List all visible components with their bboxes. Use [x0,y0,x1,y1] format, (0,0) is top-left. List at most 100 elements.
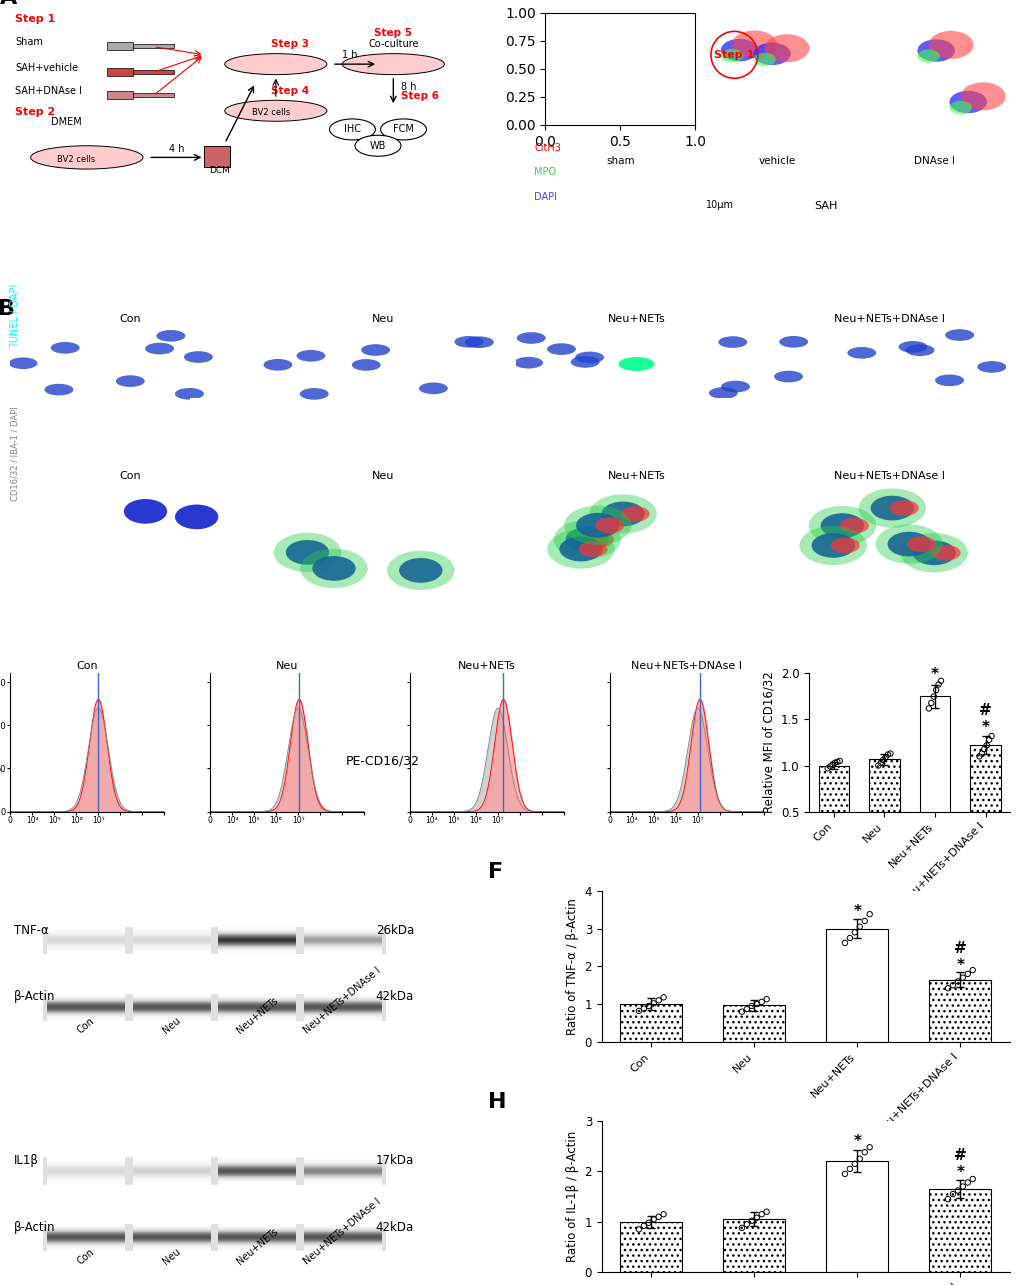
Point [645,1209,661,1230]
Ellipse shape [175,505,218,529]
Text: Neu+NETs+DNAse I: Neu+NETs+DNAse I [302,965,383,1036]
Bar [43,993,385,1020]
Ellipse shape [601,501,644,527]
Text: DNAse I: DNAse I [913,157,955,166]
Point [743,996,759,1016]
Ellipse shape [578,541,607,556]
Point [964,1168,980,1189]
Text: *: * [853,905,860,919]
Ellipse shape [183,351,213,362]
Ellipse shape [575,352,603,364]
Point [938,1189,955,1209]
Bar [928,979,990,1042]
Text: Step 4: Step 4 [270,86,309,96]
Ellipse shape [454,335,483,348]
Text: *: * [930,667,938,682]
Ellipse shape [808,506,875,545]
Ellipse shape [898,341,926,352]
Point [980,730,997,750]
Bar [928,1189,990,1272]
Ellipse shape [847,347,875,359]
Text: Neu: Neu [160,1246,182,1266]
Point [753,1204,769,1225]
Point [738,1214,754,1235]
Point [975,739,991,759]
Point [954,968,970,988]
Ellipse shape [916,49,938,63]
Text: Sham: Sham [15,37,43,48]
Point [927,680,944,700]
Circle shape [329,120,375,140]
Point [828,752,845,772]
Ellipse shape [51,342,79,353]
Bar [107,91,132,99]
Point [851,1149,867,1169]
Title: Neu+NETs: Neu+NETs [607,315,664,324]
Text: Neu+NETs+DNAse I: Neu+NETs+DNAse I [302,1196,383,1266]
Point [823,754,840,775]
Y-axis label: Ratio of TNF-α / β-Actin: Ratio of TNF-α / β-Actin [566,898,579,1034]
Point [635,1216,651,1236]
Point [879,744,896,765]
Ellipse shape [361,344,389,356]
Text: Step 3: Step 3 [270,39,309,49]
Ellipse shape [156,330,185,342]
Point [826,753,843,774]
Title: Con: Con [119,315,142,324]
Text: MPO: MPO [534,167,556,177]
Ellipse shape [976,361,1006,373]
Point [876,747,893,767]
Ellipse shape [945,329,973,341]
Text: BV2 cells: BV2 cells [57,155,96,164]
Ellipse shape [887,532,930,556]
Ellipse shape [145,343,174,355]
Ellipse shape [870,496,913,520]
Point [874,749,891,770]
Text: Step 6: Step 6 [400,91,438,102]
Text: SAH+vehicle: SAH+vehicle [15,63,78,73]
Text: F: F [487,862,502,882]
Bar [132,93,173,98]
Text: BV2 cells: BV2 cells [252,108,289,117]
Bar [620,1222,682,1272]
Ellipse shape [312,556,356,581]
Title: Neu+NETs: Neu+NETs [458,662,516,671]
Ellipse shape [398,558,442,582]
Point [645,993,661,1014]
Bar [132,44,173,49]
Title: Neu+NETs+DNAse I: Neu+NETs+DNAse I [631,662,742,671]
Ellipse shape [912,541,955,565]
Text: WB: WB [370,141,386,150]
Bar [107,68,132,76]
Ellipse shape [300,549,367,589]
Bar [204,145,229,167]
Bar [43,1223,385,1252]
Text: DMEM: DMEM [51,117,82,127]
Text: CitH3: CitH3 [534,143,560,153]
Ellipse shape [31,145,143,170]
Ellipse shape [874,524,943,564]
Point [655,987,672,1007]
Text: B: B [0,299,15,319]
Text: 4 h: 4 h [168,144,183,154]
Circle shape [380,120,426,140]
Text: DCM: DCM [209,166,230,175]
Ellipse shape [708,387,737,398]
Bar [868,759,899,857]
Ellipse shape [514,357,542,369]
Bar [825,1162,888,1272]
Text: Co-culture: Co-culture [368,39,418,49]
Title: Con: Con [76,662,98,671]
Point [932,671,949,691]
Ellipse shape [297,350,325,361]
Point [977,735,994,756]
Text: 26kDa: 26kDa [376,924,414,937]
Ellipse shape [732,31,776,59]
Bar [722,1219,785,1272]
Text: 42kDa: 42kDa [376,991,414,1004]
Ellipse shape [905,344,933,356]
Point [920,698,936,718]
Point [929,675,946,695]
Ellipse shape [720,380,749,392]
Ellipse shape [820,513,863,538]
